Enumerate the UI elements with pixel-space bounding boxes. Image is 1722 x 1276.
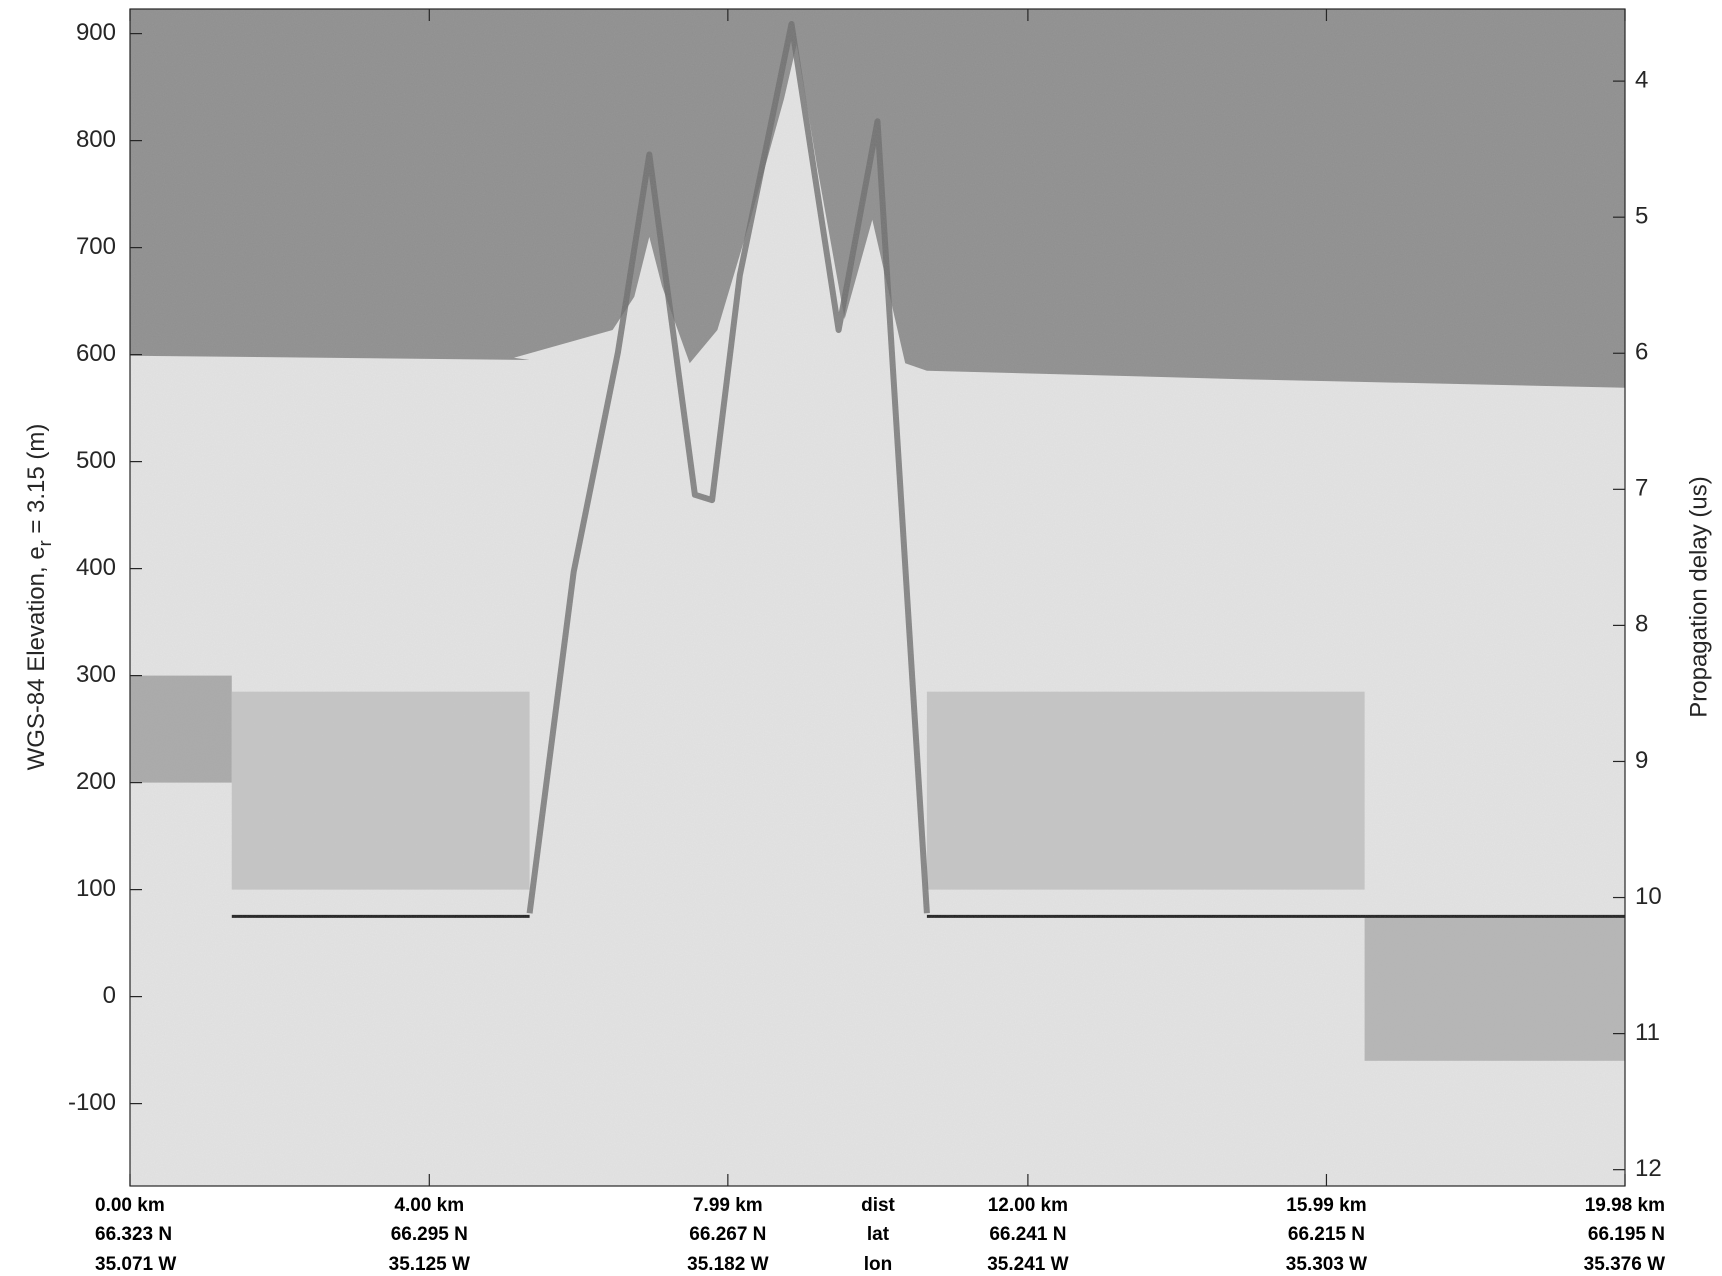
y-tick-label: 600 bbox=[76, 340, 116, 367]
lat-label: 66.215 N bbox=[1288, 1224, 1365, 1245]
lon-label: 35.303 W bbox=[1286, 1254, 1367, 1275]
lat-label: 66.323 N bbox=[95, 1224, 172, 1245]
lon-label: 35.182 W bbox=[687, 1254, 768, 1275]
y-tick-label: 300 bbox=[76, 661, 116, 688]
y2-tick-label: 9 bbox=[1635, 747, 1648, 774]
lon-label: 35.125 W bbox=[389, 1254, 470, 1275]
y2-tick-label: 6 bbox=[1635, 339, 1648, 366]
y2-tick-label: 10 bbox=[1635, 883, 1662, 910]
y-tick-label: 100 bbox=[76, 875, 116, 902]
y2-axis-label: Propagation delay (us) bbox=[1685, 476, 1712, 717]
y-tick-label: 700 bbox=[76, 233, 116, 260]
grain bbox=[130, 9, 1625, 1186]
plot-frame bbox=[129, 8, 1626, 1187]
y2-tick-label: 12 bbox=[1635, 1155, 1662, 1182]
lon-label: 35.071 W bbox=[95, 1254, 176, 1275]
row-label: lon bbox=[864, 1254, 893, 1275]
x-tick-label: 15.99 km bbox=[1286, 1195, 1366, 1216]
x-tick-label: 12.00 km bbox=[988, 1195, 1068, 1216]
lon-label: 35.376 W bbox=[1584, 1254, 1665, 1275]
y-tick-label: 0 bbox=[103, 982, 116, 1009]
y-tick-label: 900 bbox=[76, 19, 116, 46]
y-tick-label: 800 bbox=[76, 126, 116, 153]
y-label-tail: = 3.15 (m) bbox=[23, 424, 50, 541]
lat-label: 66.241 N bbox=[989, 1224, 1066, 1245]
x-tick-label: 19.98 km bbox=[1585, 1195, 1665, 1216]
y-label-main: WGS-84 Elevation, e bbox=[23, 546, 50, 770]
lat-label: 66.267 N bbox=[689, 1224, 766, 1245]
y2-tick-label: 11 bbox=[1635, 1019, 1660, 1046]
row-label: lat bbox=[867, 1224, 890, 1245]
y-label-sub: r bbox=[35, 540, 55, 546]
lat-label: 66.195 N bbox=[1588, 1224, 1665, 1245]
y2-tick-label: 4 bbox=[1635, 66, 1648, 93]
y-tick-label: 400 bbox=[76, 554, 116, 581]
y2-tick-label: 5 bbox=[1635, 203, 1648, 230]
x-tick-label: 0.00 km bbox=[95, 1195, 165, 1216]
y-tick-label: 200 bbox=[76, 768, 116, 795]
x-tick-label: 4.00 km bbox=[394, 1195, 464, 1216]
y-tick-label: -100 bbox=[68, 1089, 116, 1116]
row-label: dist bbox=[861, 1195, 895, 1216]
lat-label: 66.295 N bbox=[391, 1224, 468, 1245]
y2-tick-label: 7 bbox=[1635, 475, 1648, 502]
lon-label: 35.241 W bbox=[987, 1254, 1068, 1275]
y-axis-label: WGS-84 Elevation, er = 3.15 (m) bbox=[23, 424, 54, 771]
y2-tick-label: 8 bbox=[1635, 611, 1648, 638]
y-tick-label: 500 bbox=[76, 447, 116, 474]
x-tick-label: 7.99 km bbox=[693, 1195, 763, 1216]
